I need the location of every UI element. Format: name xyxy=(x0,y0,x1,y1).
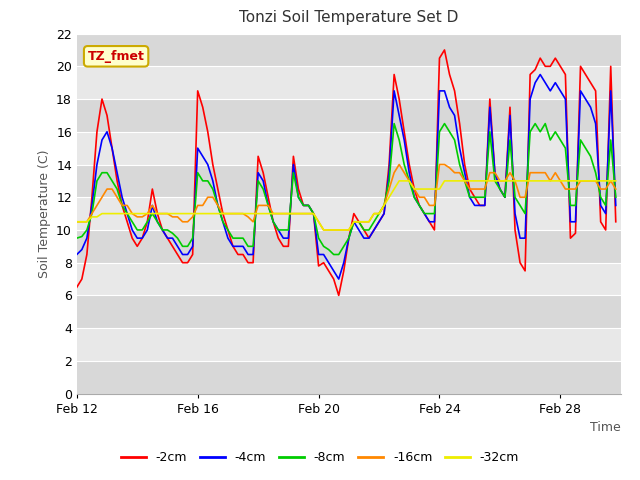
Bar xyxy=(77,263,621,295)
Title: Tonzi Soil Temperature Set D: Tonzi Soil Temperature Set D xyxy=(239,11,458,25)
Bar xyxy=(77,197,621,230)
Bar xyxy=(77,34,621,66)
Y-axis label: Soil Temperature (C): Soil Temperature (C) xyxy=(38,149,51,278)
Bar xyxy=(77,165,621,197)
Legend: -2cm, -4cm, -8cm, -16cm, -32cm: -2cm, -4cm, -8cm, -16cm, -32cm xyxy=(116,446,524,469)
Bar xyxy=(77,361,621,394)
Text: TZ_fmet: TZ_fmet xyxy=(88,50,145,63)
Bar xyxy=(77,132,621,165)
Bar xyxy=(77,230,621,263)
Bar xyxy=(77,66,621,99)
Bar xyxy=(77,99,621,132)
Bar xyxy=(77,328,621,361)
X-axis label: Time: Time xyxy=(590,421,621,434)
Bar xyxy=(77,295,621,328)
